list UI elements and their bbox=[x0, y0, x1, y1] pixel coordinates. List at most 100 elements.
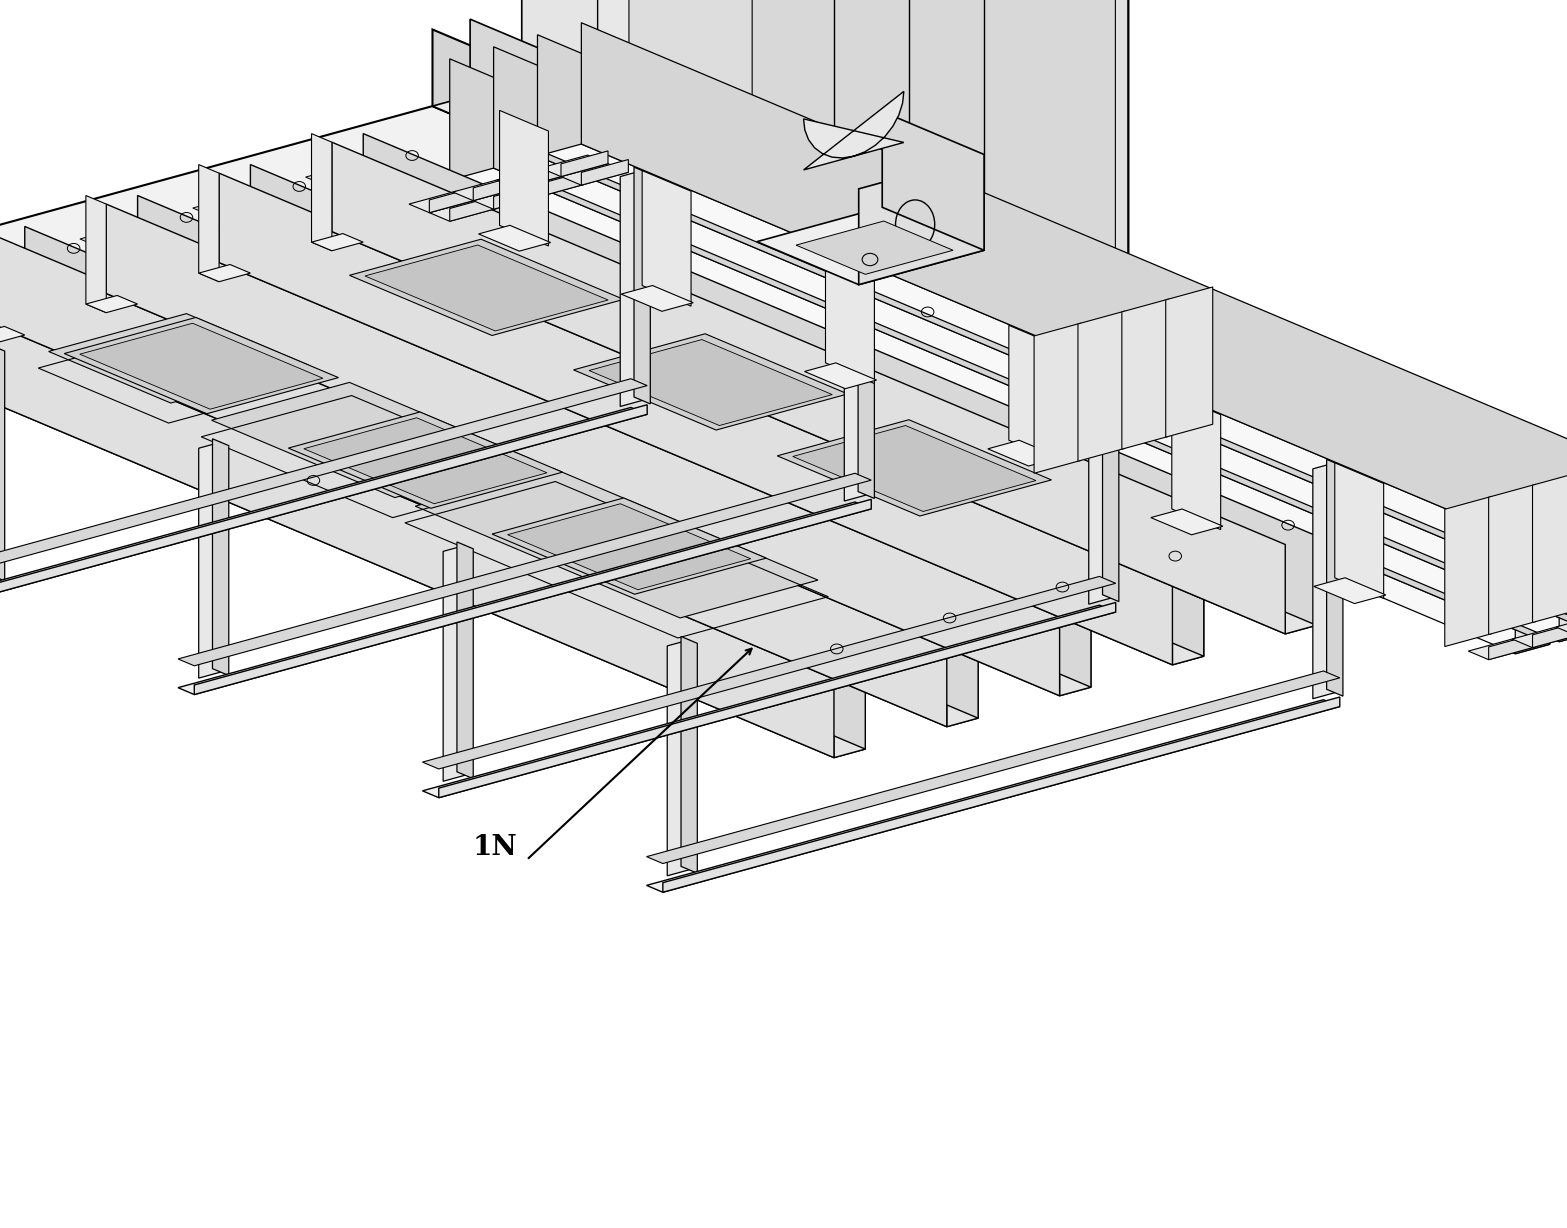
Polygon shape bbox=[757, 208, 984, 285]
Polygon shape bbox=[1150, 510, 1222, 535]
Polygon shape bbox=[473, 188, 541, 209]
Polygon shape bbox=[365, 246, 608, 332]
Polygon shape bbox=[364, 134, 1316, 625]
Text: 1N: 1N bbox=[473, 834, 517, 861]
Polygon shape bbox=[409, 192, 476, 212]
Polygon shape bbox=[80, 220, 1004, 600]
Polygon shape bbox=[946, 629, 978, 727]
Polygon shape bbox=[729, 0, 1116, 502]
Polygon shape bbox=[1285, 535, 1316, 634]
Polygon shape bbox=[581, 23, 1567, 608]
Polygon shape bbox=[826, 248, 874, 383]
Polygon shape bbox=[628, 0, 752, 623]
Polygon shape bbox=[1533, 473, 1567, 623]
Polygon shape bbox=[199, 264, 251, 281]
Polygon shape bbox=[537, 172, 584, 198]
Polygon shape bbox=[107, 204, 1059, 696]
Polygon shape bbox=[0, 235, 946, 727]
Polygon shape bbox=[439, 603, 1116, 798]
Polygon shape bbox=[647, 700, 1340, 893]
Polygon shape bbox=[733, 672, 784, 705]
Polygon shape bbox=[415, 468, 818, 618]
Polygon shape bbox=[1556, 614, 1567, 636]
Polygon shape bbox=[574, 334, 848, 430]
Polygon shape bbox=[1313, 463, 1335, 699]
Polygon shape bbox=[1172, 567, 1203, 664]
Polygon shape bbox=[804, 363, 876, 389]
Polygon shape bbox=[547, 144, 1567, 618]
Polygon shape bbox=[647, 670, 1340, 863]
Polygon shape bbox=[522, 0, 727, 630]
Polygon shape bbox=[251, 165, 1203, 656]
Polygon shape bbox=[179, 502, 871, 695]
Polygon shape bbox=[199, 165, 219, 281]
Polygon shape bbox=[219, 254, 1203, 664]
Polygon shape bbox=[635, 167, 650, 404]
Polygon shape bbox=[621, 286, 693, 312]
Polygon shape bbox=[25, 226, 978, 718]
Polygon shape bbox=[663, 698, 1340, 893]
Polygon shape bbox=[1034, 323, 1081, 473]
Polygon shape bbox=[1122, 298, 1169, 449]
Polygon shape bbox=[450, 59, 1550, 645]
Polygon shape bbox=[429, 200, 497, 221]
Polygon shape bbox=[508, 503, 751, 589]
Polygon shape bbox=[0, 405, 647, 600]
Polygon shape bbox=[293, 505, 784, 705]
Polygon shape bbox=[1327, 459, 1343, 696]
Polygon shape bbox=[537, 34, 1567, 620]
Polygon shape bbox=[415, 181, 1550, 653]
Polygon shape bbox=[0, 316, 978, 727]
Polygon shape bbox=[621, 171, 642, 406]
Polygon shape bbox=[219, 173, 1172, 664]
Polygon shape bbox=[0, 251, 892, 631]
Polygon shape bbox=[459, 168, 1567, 642]
Polygon shape bbox=[1166, 287, 1213, 437]
Polygon shape bbox=[561, 163, 628, 185]
Polygon shape bbox=[470, 20, 1448, 508]
Polygon shape bbox=[312, 134, 332, 251]
Polygon shape bbox=[317, 346, 1128, 630]
Polygon shape bbox=[1468, 639, 1536, 659]
Polygon shape bbox=[0, 258, 865, 749]
Polygon shape bbox=[793, 426, 1036, 512]
Polygon shape bbox=[492, 499, 766, 594]
Polygon shape bbox=[668, 640, 689, 876]
Polygon shape bbox=[1410, 432, 1448, 518]
Polygon shape bbox=[541, 155, 608, 177]
Polygon shape bbox=[834, 659, 865, 758]
Polygon shape bbox=[1335, 463, 1384, 598]
Polygon shape bbox=[1172, 394, 1221, 529]
Polygon shape bbox=[1489, 484, 1536, 635]
Polygon shape bbox=[458, 542, 473, 779]
Polygon shape bbox=[1445, 496, 1492, 647]
Polygon shape bbox=[199, 442, 221, 678]
Polygon shape bbox=[64, 318, 338, 414]
Polygon shape bbox=[80, 323, 323, 409]
Polygon shape bbox=[517, 176, 584, 198]
Polygon shape bbox=[450, 195, 497, 221]
Polygon shape bbox=[597, 0, 721, 631]
Polygon shape bbox=[423, 605, 1116, 798]
Polygon shape bbox=[304, 418, 547, 503]
Polygon shape bbox=[179, 473, 871, 666]
Polygon shape bbox=[453, 179, 520, 200]
Polygon shape bbox=[561, 151, 608, 177]
Polygon shape bbox=[0, 327, 25, 344]
Polygon shape bbox=[49, 313, 309, 403]
Polygon shape bbox=[1078, 311, 1125, 462]
Polygon shape bbox=[784, 442, 1410, 690]
Polygon shape bbox=[642, 171, 691, 306]
Polygon shape bbox=[0, 408, 647, 600]
Polygon shape bbox=[0, 346, 865, 758]
Polygon shape bbox=[845, 265, 867, 501]
Polygon shape bbox=[332, 142, 1285, 634]
Polygon shape bbox=[478, 226, 550, 252]
Polygon shape bbox=[0, 106, 1410, 690]
Polygon shape bbox=[1103, 365, 1119, 602]
Polygon shape bbox=[718, 0, 1128, 519]
Polygon shape bbox=[727, 0, 1128, 630]
Polygon shape bbox=[494, 47, 1567, 632]
Polygon shape bbox=[859, 155, 984, 285]
Polygon shape bbox=[138, 195, 1091, 688]
